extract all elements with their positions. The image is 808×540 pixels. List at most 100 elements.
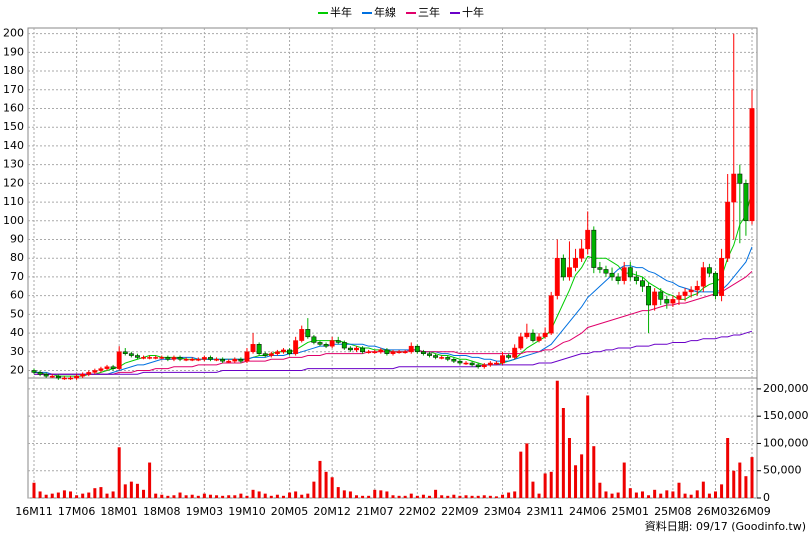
candle-body [408, 345, 414, 353]
x-tick-label: 21M07 [356, 505, 394, 518]
y2-tick-label: 100,000 [763, 436, 808, 449]
x-tick-label: 17M06 [58, 505, 96, 518]
volume-bar [428, 495, 432, 498]
candle-body [226, 360, 232, 363]
volume-bar [720, 484, 724, 498]
ma-line [34, 330, 753, 375]
volume-bar [336, 487, 340, 498]
volume-bar [561, 408, 565, 498]
volume-bar [659, 493, 663, 498]
candle-body [463, 362, 469, 365]
y-tick-label: 160 [3, 101, 24, 114]
volume-bar [403, 495, 407, 498]
candle-body [439, 357, 445, 359]
candle-body [177, 357, 183, 360]
x-tick-label: 23M11 [526, 505, 564, 518]
candle-body [664, 299, 670, 304]
x-tick-label: 26M03 [697, 505, 735, 518]
volume-bar [476, 495, 480, 498]
legend-label: 三年 [418, 5, 440, 19]
volume-bar [707, 493, 711, 498]
volume-bar [99, 487, 103, 498]
candle-body [567, 267, 572, 278]
candle-body [293, 340, 299, 354]
candle-body [43, 374, 49, 377]
candle-body [579, 248, 585, 259]
candle-body [55, 375, 61, 379]
x-tick-label: 19M03 [186, 505, 224, 518]
candle-body [31, 370, 37, 373]
candle-body [159, 357, 165, 359]
candle-body [165, 357, 171, 360]
candle-body [493, 362, 499, 365]
candle-body [554, 257, 560, 296]
x-tick-label: 16M11 [15, 505, 53, 518]
candle-body [640, 280, 645, 287]
candle-body [445, 357, 451, 360]
candle-body [378, 349, 384, 353]
x-tick-label: 25M01 [612, 505, 650, 518]
candle-body [183, 359, 189, 361]
volume-bar [616, 492, 620, 498]
candle-body [500, 355, 505, 364]
candle-body [475, 364, 481, 368]
volume-bar [713, 491, 717, 498]
candle-body [524, 332, 530, 338]
volume-bar [367, 495, 371, 498]
x-tick-label: 18M01 [100, 505, 138, 518]
volume-bar [446, 495, 450, 498]
candle-body [682, 291, 688, 296]
volume-bar [604, 491, 608, 498]
price-frame [27, 27, 758, 379]
candle-body [201, 357, 207, 360]
volume-bar [245, 495, 249, 498]
volume-bar [519, 451, 523, 498]
candle-body [396, 351, 402, 354]
candle-body [347, 347, 353, 351]
candle-body [250, 344, 256, 353]
volume-bar [537, 493, 541, 498]
volume-bar [196, 495, 200, 498]
candle-body [560, 257, 566, 278]
volume-bar [440, 495, 444, 498]
volume-bar [464, 495, 468, 498]
candle-body [262, 353, 268, 356]
candle-body [451, 359, 457, 362]
volume-bar [269, 495, 273, 498]
volume-bar [695, 490, 699, 498]
x-tick-label: 20M12 [313, 505, 351, 518]
candle-body [530, 332, 536, 341]
volume-bar [689, 494, 693, 498]
y-tick-label: 90 [10, 232, 24, 245]
candle-body [141, 357, 146, 359]
volume-bar [184, 495, 188, 498]
y-tick-label: 200 [3, 27, 24, 40]
volume-bar [227, 495, 231, 498]
volume-bar [549, 471, 553, 498]
candle-body [670, 299, 676, 304]
y-tick-label: 100 [3, 214, 24, 227]
y-tick-label: 180 [3, 64, 24, 77]
candle-body [110, 366, 116, 369]
candle-body [749, 108, 755, 222]
volume-bar [732, 470, 736, 498]
candle-body [68, 377, 73, 380]
candle-body [49, 375, 55, 378]
volume-bar [300, 494, 304, 498]
volume-bar [69, 491, 73, 498]
volume-bar [117, 447, 121, 498]
candle-body [61, 377, 67, 380]
volume-bar [525, 443, 529, 498]
volume-bar [93, 488, 97, 498]
volume-bar [202, 493, 206, 498]
candle-body [189, 359, 195, 361]
candle-body [652, 291, 658, 306]
volume-bar [622, 462, 626, 498]
x-tick-label: 20M05 [271, 505, 309, 518]
y-tick-label: 140 [3, 139, 24, 152]
volume-bar [665, 490, 669, 498]
candle-body [487, 362, 493, 366]
candle-body [287, 349, 293, 354]
volume-bar [221, 495, 225, 498]
candle-body [281, 349, 286, 353]
